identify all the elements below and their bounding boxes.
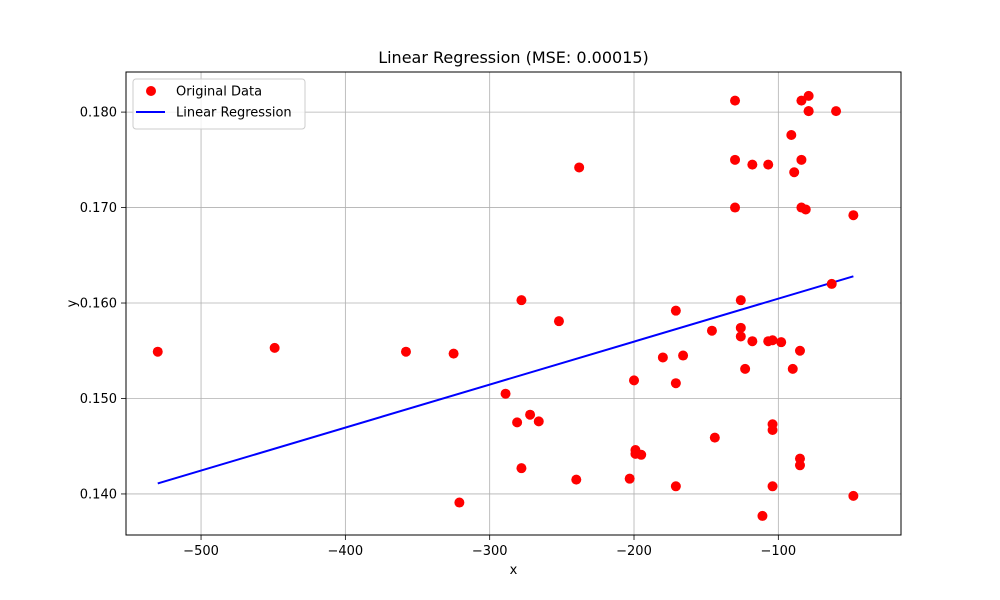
axis-ticks: −500 −400 −300 −200 −100 0.140 0.150 0.160 0.170… (80, 106, 796, 559)
legend-box (132, 78, 306, 130)
y-tick-label: 0.180 (80, 106, 117, 121)
regression-line-layer (157, 275, 854, 485)
x-tick-label: −500 (183, 544, 219, 559)
y-axis-label: y (65, 299, 80, 307)
data-point (730, 154, 741, 165)
data-point (796, 154, 807, 165)
data-point (670, 305, 681, 316)
x-tick-label: −400 (328, 544, 364, 559)
data-point (657, 352, 668, 363)
chart-title: Linear Regression (MSE: 0.00015) (378, 48, 649, 67)
data-point (831, 106, 842, 117)
x-tick-label: −100 (760, 544, 796, 559)
data-point (448, 348, 459, 359)
plot-frame (125, 71, 902, 536)
regression-line (157, 275, 854, 485)
data-point (512, 417, 523, 428)
legend-label-original-data: Original Data (176, 85, 262, 100)
y-tick-label: 0.150 (80, 392, 117, 407)
data-point (500, 388, 511, 399)
data-point (670, 378, 681, 389)
data-point (747, 159, 758, 170)
data-point (763, 159, 774, 170)
data-point (776, 337, 787, 348)
legend-scatter-marker (146, 86, 156, 96)
data-point (553, 316, 564, 327)
data-point (848, 490, 859, 501)
data-point (757, 510, 768, 521)
data-point (152, 346, 163, 357)
x-tick-label: −300 (472, 544, 508, 559)
data-point (747, 336, 758, 347)
data-point (735, 322, 746, 333)
data-point (629, 375, 640, 386)
data-point (740, 363, 751, 374)
data-point (796, 95, 807, 106)
data-point (636, 449, 647, 460)
data-point (803, 90, 814, 101)
x-tick-label: −200 (616, 544, 652, 559)
data-point (706, 325, 717, 336)
data-point (735, 295, 746, 306)
data-point (826, 278, 837, 289)
data-point (803, 106, 814, 117)
data-point (789, 167, 800, 178)
data-point (516, 463, 527, 474)
data-point (624, 473, 635, 484)
data-point (848, 210, 859, 221)
data-point (794, 345, 805, 356)
data-point (269, 342, 280, 353)
legend-label-linear-regression: Linear Regression (176, 106, 292, 121)
data-point (735, 331, 746, 342)
data-point (400, 346, 411, 357)
grid (126, 72, 901, 535)
data-point (767, 481, 778, 492)
data-point (574, 162, 585, 173)
data-point (678, 350, 689, 361)
data-point (767, 335, 778, 346)
data-point (571, 474, 582, 485)
data-point (730, 95, 741, 106)
data-point (454, 497, 465, 508)
data-point (670, 481, 681, 492)
data-point (533, 416, 544, 427)
data-point (786, 130, 797, 141)
data-point (800, 204, 811, 215)
data-point (730, 202, 741, 213)
scatter-points-layer (152, 90, 859, 521)
data-point (767, 424, 778, 435)
legend: Original Data Linear Regression (132, 78, 306, 130)
data-point (709, 432, 720, 443)
data-point (525, 409, 536, 420)
y-tick-label: 0.140 (80, 487, 117, 502)
data-point (516, 295, 527, 306)
data-point (794, 460, 805, 471)
x-axis-label: x (510, 563, 518, 578)
y-tick-label: 0.170 (80, 201, 117, 216)
y-tick-label: 0.160 (80, 297, 117, 312)
data-point (787, 363, 798, 374)
